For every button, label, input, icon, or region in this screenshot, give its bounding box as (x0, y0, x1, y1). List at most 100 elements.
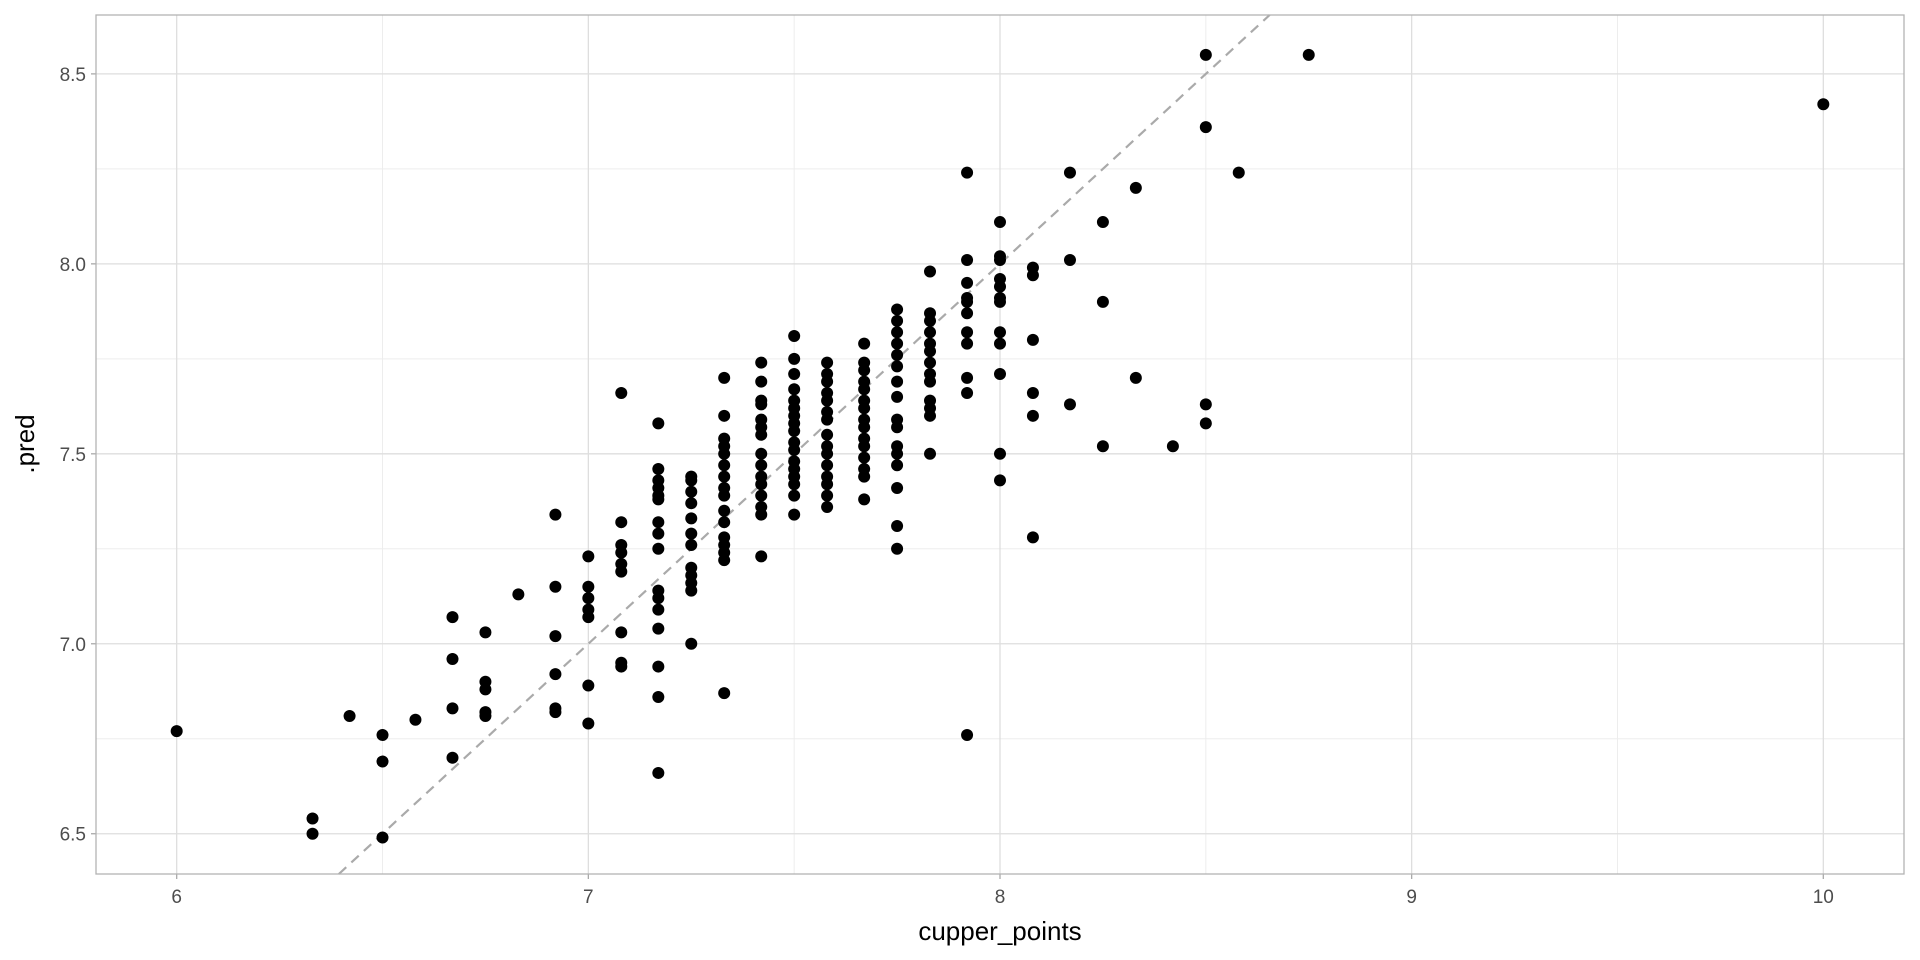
point (1063, 166, 1076, 179)
point (821, 489, 834, 502)
point (788, 425, 801, 438)
point (858, 421, 871, 434)
point (549, 580, 562, 593)
point (549, 706, 562, 719)
point (788, 508, 801, 521)
point (718, 504, 731, 517)
point (755, 508, 768, 521)
point (685, 538, 698, 551)
point (994, 295, 1006, 308)
point (961, 295, 974, 308)
point (582, 592, 595, 605)
point (821, 478, 834, 491)
point (1096, 216, 1109, 229)
point (652, 592, 665, 605)
point (891, 337, 904, 350)
point (652, 527, 665, 540)
point (446, 751, 459, 764)
point (891, 390, 904, 403)
point (652, 516, 665, 529)
point (858, 493, 871, 506)
point (170, 725, 183, 738)
point (891, 360, 904, 373)
point (961, 307, 974, 320)
point (821, 413, 834, 426)
point (994, 368, 1006, 381)
point (924, 265, 937, 278)
point (1026, 387, 1039, 400)
point (1166, 440, 1179, 453)
point (1026, 409, 1039, 422)
point (582, 717, 595, 730)
point (652, 690, 665, 703)
point (924, 409, 937, 422)
point (821, 428, 834, 441)
point (685, 512, 698, 525)
point (615, 546, 628, 559)
point (994, 326, 1006, 339)
point (479, 626, 492, 639)
point (924, 345, 937, 358)
point (512, 588, 525, 601)
point (961, 254, 974, 267)
point (858, 364, 871, 377)
point (1026, 531, 1039, 544)
point (652, 542, 665, 555)
point (924, 326, 937, 339)
point (1096, 440, 1109, 453)
point (615, 387, 628, 400)
point (858, 451, 871, 464)
point (479, 709, 492, 722)
point (858, 383, 871, 396)
point (549, 630, 562, 643)
x-tick-label: 9 (1406, 887, 1417, 908)
point (1063, 398, 1076, 411)
x-tick-label: 6 (171, 887, 182, 908)
x-tick-label: 10 (1813, 887, 1834, 908)
point (306, 812, 319, 825)
point (858, 337, 871, 350)
point (652, 417, 665, 430)
point (615, 565, 628, 578)
point (446, 611, 459, 624)
point (994, 280, 1006, 293)
point (615, 626, 628, 639)
point (1026, 269, 1039, 282)
point (376, 755, 389, 768)
point (718, 447, 731, 460)
point (858, 402, 871, 415)
point (652, 463, 665, 476)
point (924, 447, 937, 460)
point (755, 398, 768, 411)
point (891, 375, 904, 388)
y-tick-label: 8.0 (60, 255, 86, 276)
point (446, 702, 459, 715)
y-tick-label: 8.5 (60, 65, 86, 86)
point (1302, 48, 1315, 61)
point (615, 660, 628, 673)
point (994, 337, 1006, 350)
point (1129, 371, 1142, 384)
point (924, 375, 937, 388)
point (891, 519, 904, 532)
point (652, 622, 665, 635)
point (961, 371, 974, 384)
point (961, 387, 974, 400)
y-tick-label: 7.5 (60, 445, 86, 466)
point (788, 352, 801, 365)
point (582, 611, 595, 624)
point (891, 542, 904, 555)
point (1199, 417, 1212, 430)
point (652, 493, 665, 506)
point (755, 428, 768, 441)
point (994, 254, 1006, 267)
point (685, 497, 698, 510)
point (718, 687, 731, 700)
point (685, 584, 698, 597)
point (891, 459, 904, 472)
point (718, 470, 731, 483)
point (961, 276, 974, 289)
point (685, 474, 698, 487)
point (479, 683, 492, 696)
point (1096, 295, 1109, 308)
